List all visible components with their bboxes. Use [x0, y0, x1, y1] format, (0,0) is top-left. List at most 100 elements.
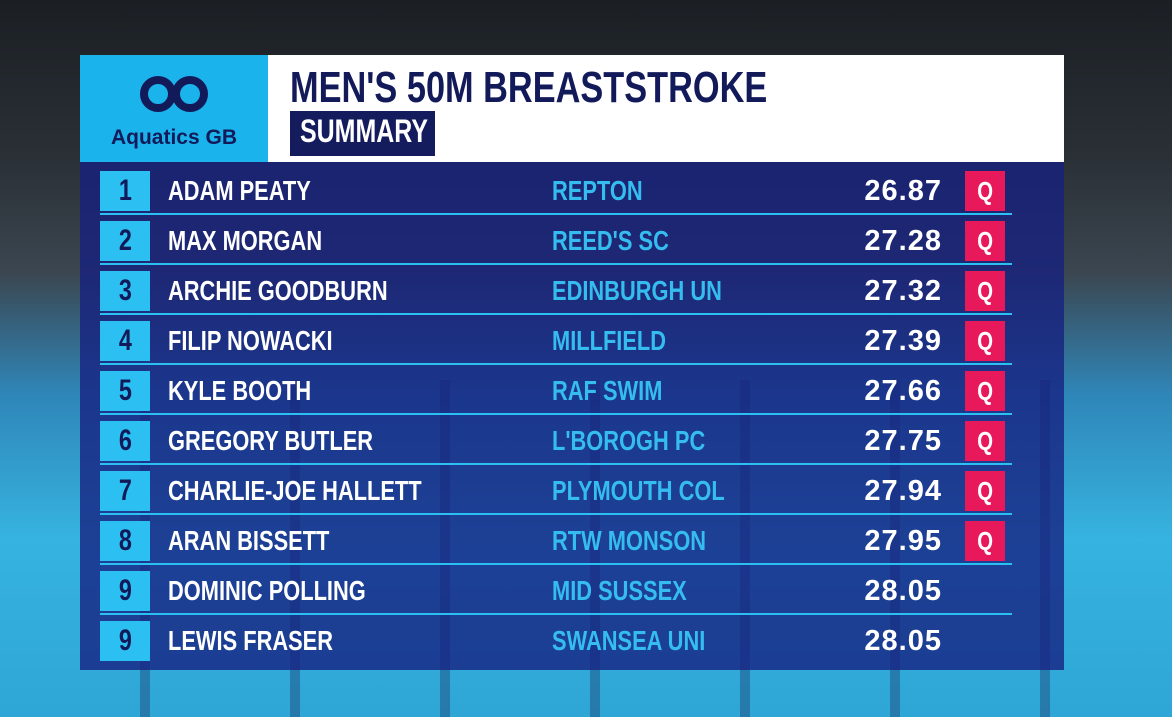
- rank: 3: [100, 271, 150, 311]
- club: REPTON: [552, 171, 668, 211]
- athlete-name: ADAM PEATY: [168, 171, 351, 211]
- club: L'BOROGH PC: [552, 421, 748, 461]
- club-text: PLYMOUTH COL: [552, 475, 725, 506]
- time: 27.39: [864, 325, 942, 357]
- logo-block: [80, 55, 268, 162]
- athlete-name-text: LEWIS FRASER: [168, 625, 334, 656]
- rank-text: 3: [118, 274, 132, 307]
- club-text: MILLFIELD: [552, 325, 667, 356]
- rank-text: 9: [118, 574, 132, 607]
- athlete-name: ARAN BISSETT: [168, 521, 375, 561]
- row-separator: [100, 463, 1012, 465]
- qualifier-text: Q: [977, 376, 993, 406]
- club-text: EDINBURGH UN: [552, 275, 722, 306]
- athlete-name-text: CHARLIE-JOE HALLETT: [168, 475, 422, 506]
- qualifier: Q: [965, 321, 1005, 361]
- club-text: RAF SWIM: [552, 375, 663, 406]
- club: REED'S SC: [552, 221, 702, 261]
- rank-text: 7: [118, 474, 132, 507]
- club-text: L'BOROGH PC: [552, 425, 706, 456]
- row-separator: [100, 413, 1012, 415]
- qualifier: Q: [965, 271, 1005, 311]
- subtitle: SUMMARY: [300, 113, 464, 150]
- row-separator: [100, 613, 1012, 615]
- athlete-name: MAX MORGAN: [168, 221, 366, 261]
- logo-mark: [140, 76, 209, 112]
- qualifier: Q: [965, 471, 1005, 511]
- club-text: REED'S SC: [552, 225, 669, 256]
- club-text: REPTON: [552, 175, 643, 206]
- qualifier-text: Q: [977, 526, 993, 556]
- time: 27.94: [864, 475, 942, 507]
- rank: 7: [100, 471, 150, 511]
- athlete-name-text: ARAN BISSETT: [168, 525, 330, 556]
- rank: 2: [100, 221, 150, 261]
- athlete-name: KYLE BOOTH: [168, 371, 352, 411]
- subtitle-box: [290, 111, 435, 156]
- club: EDINBURGH UN: [552, 271, 770, 311]
- club: SWANSEA UNI: [552, 621, 749, 661]
- row-separator: [100, 213, 1012, 215]
- athlete-name-text: ARCHIE GOODBURN: [168, 275, 388, 306]
- rank: 8: [100, 521, 150, 561]
- time: 27.95: [864, 525, 942, 557]
- athlete-name: FILIP NOWACKI: [168, 321, 379, 361]
- athlete-name-text: DOMINIC POLLING: [168, 575, 366, 606]
- rank: 9: [100, 571, 150, 611]
- athlete-name-text: FILIP NOWACKI: [168, 325, 333, 356]
- qualifier-text: Q: [977, 176, 993, 206]
- qualifier: Q: [965, 371, 1005, 411]
- qualifier: Q: [965, 171, 1005, 211]
- rank: 4: [100, 321, 150, 361]
- rank: 5: [100, 371, 150, 411]
- row-separator: [100, 263, 1012, 265]
- club-text: RTW MONSON: [552, 525, 707, 556]
- title: MEN'S 50M BREASTSTROKE: [290, 63, 902, 113]
- rank-text: 4: [118, 324, 132, 357]
- time: 27.66: [864, 375, 942, 407]
- qualifier-text: Q: [977, 426, 993, 456]
- row-separator: [100, 513, 1012, 515]
- club: MID SUSSEX: [552, 571, 725, 611]
- rank-text: 1: [118, 174, 132, 207]
- time: 28.05: [864, 625, 942, 657]
- qualifier: Q: [965, 421, 1005, 461]
- athlete-name-text: GREGORY BUTLER: [168, 425, 374, 456]
- athlete-name: LEWIS FRASER: [168, 621, 380, 661]
- subtitle-text: SUMMARY: [300, 113, 429, 149]
- rank: 1: [100, 171, 150, 211]
- time: 27.75: [864, 425, 942, 457]
- club: RAF SWIM: [552, 371, 694, 411]
- rank-text: 6: [118, 424, 132, 457]
- qualifier-text: Q: [977, 226, 993, 256]
- qualifier: Q: [965, 221, 1005, 261]
- qualifier-text: Q: [977, 276, 993, 306]
- time: 28.05: [864, 575, 942, 607]
- club: RTW MONSON: [552, 521, 750, 561]
- qualifier-text: Q: [977, 476, 993, 506]
- logo-text: Aquatics GB: [110, 126, 238, 149]
- row-separator: [100, 313, 1012, 315]
- rank: 9: [100, 621, 150, 661]
- row-separator: [100, 563, 1012, 565]
- rank-text: 5: [118, 374, 132, 407]
- time: 27.28: [864, 225, 942, 257]
- club: PLYMOUTH COL: [552, 471, 773, 511]
- rank: 6: [100, 421, 150, 461]
- athlete-name: ARCHIE GOODBURN: [168, 271, 450, 311]
- qualifier: Q: [965, 521, 1005, 561]
- club-text: MID SUSSEX: [552, 575, 687, 606]
- rank-text: 8: [118, 524, 132, 557]
- title-text: MEN'S 50M BREASTSTROKE: [290, 63, 768, 112]
- athlete-name: CHARLIE-JOE HALLETT: [168, 471, 493, 511]
- rank-text: 2: [118, 224, 132, 257]
- club-text: SWANSEA UNI: [552, 625, 706, 656]
- time: 26.87: [864, 175, 942, 207]
- athlete-name-text: KYLE BOOTH: [168, 375, 312, 406]
- athlete-name-text: MAX MORGAN: [168, 225, 323, 256]
- athlete-name: DOMINIC POLLING: [168, 571, 422, 611]
- athlete-name: GREGORY BUTLER: [168, 421, 431, 461]
- qualifier-text: Q: [977, 326, 993, 356]
- results-panel: [80, 162, 1064, 670]
